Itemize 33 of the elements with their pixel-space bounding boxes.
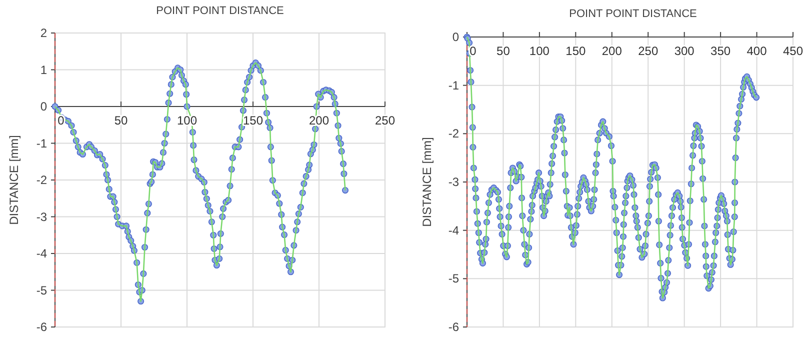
y-tick-label: 0 bbox=[452, 30, 460, 44]
y-tick-label: -2 bbox=[36, 173, 48, 187]
y-tick-label: -6 bbox=[36, 320, 48, 334]
y-tick-label: 2 bbox=[40, 26, 48, 40]
x-tick-label: 0 bbox=[470, 44, 477, 58]
x-tick-label: 50 bbox=[496, 44, 510, 58]
x-tick-label: 150 bbox=[566, 44, 586, 58]
y-tick-label: -5 bbox=[448, 272, 460, 286]
y-tick-label: 1 bbox=[40, 62, 48, 77]
y-tick-label: -5 bbox=[36, 283, 48, 298]
y-tick-label: -3 bbox=[448, 175, 460, 189]
y-tick-label: 0 bbox=[40, 100, 48, 114]
x-tick-label: 250 bbox=[638, 44, 658, 58]
y-tick-label: -6 bbox=[448, 320, 460, 334]
x-tick-label: 100 bbox=[529, 44, 550, 58]
x-tick-label: 150 bbox=[242, 114, 264, 128]
chart-title: POINT POINT DISTANCE bbox=[156, 5, 284, 17]
chart-title: POINT POINT DISTANCE bbox=[569, 8, 697, 20]
y-tick-label: -4 bbox=[36, 246, 48, 260]
y-axis-title: DISTANCE [mm] bbox=[7, 135, 21, 225]
x-tick-label: 250 bbox=[374, 114, 396, 128]
y-tick-label: -2 bbox=[448, 126, 460, 141]
x-tick-label: 350 bbox=[710, 44, 731, 58]
y-tick-label: -4 bbox=[448, 223, 460, 238]
y-tick-label: -1 bbox=[448, 78, 460, 92]
y-tick-label: -1 bbox=[36, 136, 48, 150]
y-tick-label: -3 bbox=[36, 210, 48, 224]
x-tick-label: 300 bbox=[674, 44, 695, 58]
x-tick-label: 50 bbox=[114, 114, 128, 128]
x-tick-label: 450 bbox=[782, 44, 804, 58]
x-tick-label: 200 bbox=[602, 44, 622, 58]
y-axis-title: DISTANCE [mm] bbox=[420, 137, 434, 227]
x-tick-label: 400 bbox=[746, 44, 768, 58]
